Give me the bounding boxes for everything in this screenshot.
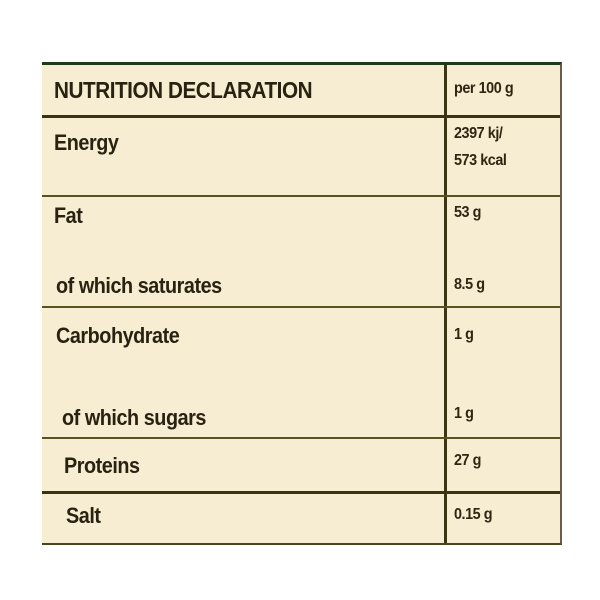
row-label-proteins: Proteins [64,453,140,478]
row-value-salt: 0.15 g [454,506,493,523]
row-label-sugars: of which sugars [62,405,206,430]
table-title: NUTRITION DECLARATION [54,77,313,103]
row-value-carbohydrate: 1 g [454,326,474,343]
row-value-saturates: 8.5 g [454,276,485,293]
row-value-sugars: 1 g [454,405,474,422]
row-label-energy: Energy [54,130,119,155]
nutrition-table: NUTRITION DECLARATION per 100 g Energy 2… [42,62,562,545]
column-divider [444,65,447,543]
row-label-fat: Fat [54,203,83,228]
row-divider [42,115,560,118]
row-value-proteins: 27 g [454,452,482,469]
per-100g-header: per 100 g [454,80,514,97]
row-label-salt: Salt [66,503,101,528]
row-divider [42,195,560,197]
row-divider [42,491,560,494]
row-label-carbohydrate: Carbohydrate [56,323,180,348]
row-value-fat: 53 g [454,204,482,221]
row-value-energy-kcal: 573 kcal [454,152,507,169]
row-value-energy-kj: 2397 kj/ [454,125,503,142]
row-label-saturates: of which saturates [56,273,222,298]
row-divider [42,437,560,439]
row-divider [42,306,560,308]
